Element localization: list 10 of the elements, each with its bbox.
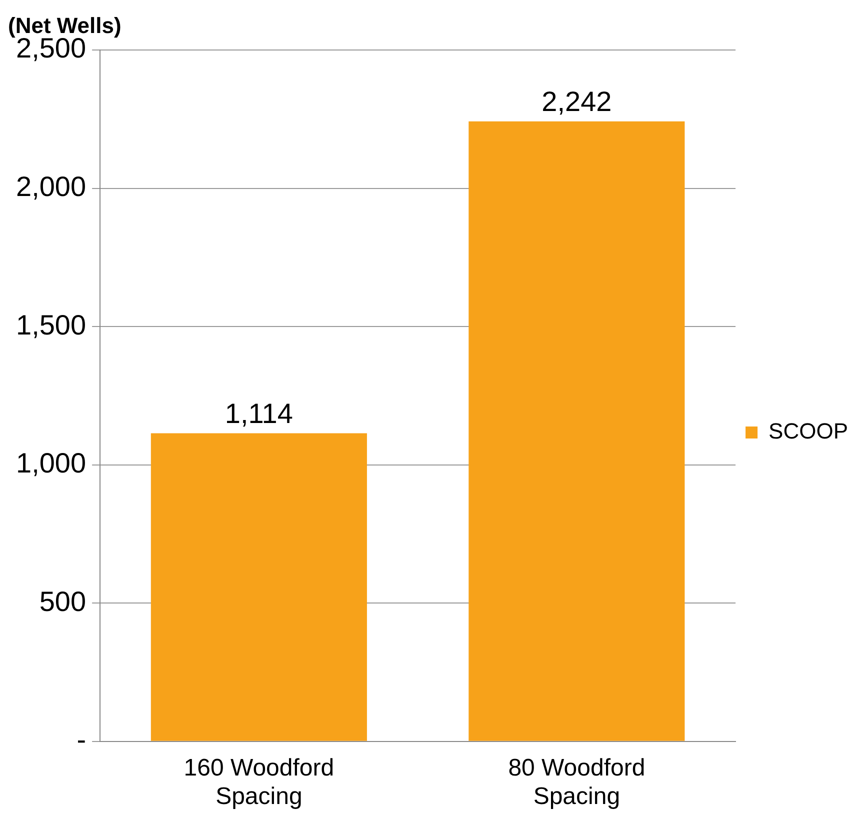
y-tick-label: 1,000 — [16, 448, 86, 479]
y-tick-label: 500 — [39, 586, 86, 617]
y-tick-label: - — [76, 724, 86, 756]
y-tick-label: 2,000 — [16, 171, 86, 202]
data-label: 2,242 — [542, 86, 612, 118]
legend-label: SCOOP — [768, 418, 848, 444]
x-tick-label: 160 Woodford Spacing — [184, 754, 334, 810]
y-tick-label: 1,500 — [16, 309, 86, 340]
data-label: 1,114 — [224, 398, 293, 430]
x-tick-label: 80 Woodford Spacing — [508, 754, 646, 810]
